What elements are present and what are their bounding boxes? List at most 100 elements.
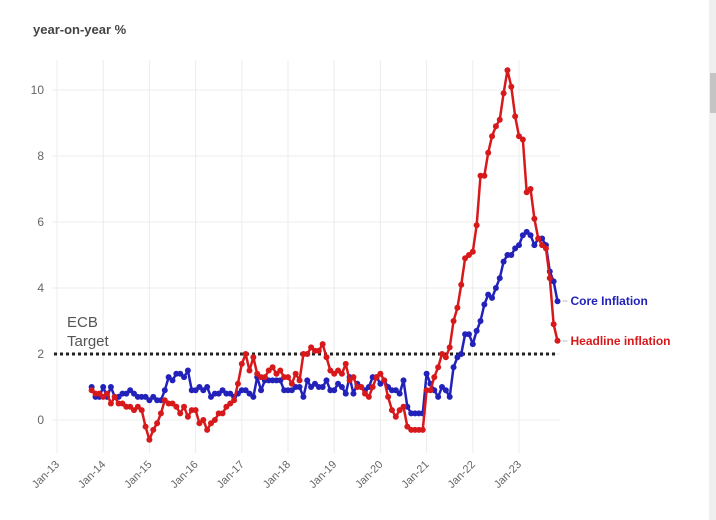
data-point[interactable] <box>242 351 249 357</box>
data-point[interactable] <box>442 354 449 361</box>
data-point[interactable] <box>250 354 257 361</box>
data-point[interactable] <box>496 275 503 282</box>
data-point[interactable] <box>396 390 403 397</box>
data-point[interactable] <box>269 364 276 371</box>
data-point[interactable] <box>173 403 180 410</box>
data-point[interactable] <box>531 242 538 249</box>
data-point[interactable] <box>107 384 114 390</box>
data-point[interactable] <box>184 413 191 420</box>
data-point[interactable] <box>204 384 211 390</box>
data-point[interactable] <box>531 215 538 222</box>
data-point[interactable] <box>427 387 434 394</box>
data-point[interactable] <box>146 436 153 443</box>
data-point[interactable] <box>527 186 534 192</box>
data-point[interactable] <box>381 377 388 384</box>
data-point[interactable] <box>323 354 330 361</box>
data-point[interactable] <box>446 344 453 351</box>
data-point[interactable] <box>554 298 561 305</box>
data-point[interactable] <box>234 380 241 387</box>
data-point[interactable] <box>535 235 542 242</box>
data-point[interactable] <box>458 281 465 288</box>
data-point[interactable] <box>554 337 561 344</box>
data-point[interactable] <box>435 364 442 371</box>
data-point[interactable] <box>250 393 257 400</box>
data-point[interactable] <box>489 133 496 140</box>
data-point[interactable] <box>485 149 492 156</box>
data-point[interactable] <box>138 407 145 414</box>
data-point[interactable] <box>157 410 164 417</box>
data-point[interactable] <box>219 410 226 417</box>
data-point[interactable] <box>111 393 118 400</box>
data-point[interactable] <box>142 423 149 430</box>
data-point[interactable] <box>500 258 507 265</box>
data-point[interactable] <box>184 367 191 374</box>
data-point[interactable] <box>338 384 345 390</box>
data-point[interactable] <box>481 301 488 308</box>
data-point[interactable] <box>338 370 345 377</box>
data-point[interactable] <box>177 410 184 417</box>
data-point[interactable] <box>304 377 311 384</box>
data-point[interactable] <box>527 232 534 239</box>
data-point[interactable] <box>292 370 299 377</box>
data-point[interactable] <box>504 67 511 74</box>
data-point[interactable] <box>442 387 449 394</box>
data-point[interactable] <box>446 393 453 400</box>
data-point[interactable] <box>107 400 114 407</box>
data-point[interactable] <box>246 367 253 374</box>
data-point[interactable] <box>319 341 326 348</box>
data-point[interactable] <box>161 387 168 394</box>
data-point[interactable] <box>492 123 499 130</box>
data-point[interactable] <box>358 384 365 390</box>
data-point[interactable] <box>261 374 268 381</box>
data-point[interactable] <box>450 318 457 324</box>
scrollbar-thumb[interactable] <box>710 73 716 113</box>
data-point[interactable] <box>285 374 291 381</box>
data-point[interactable] <box>277 367 284 374</box>
data-point[interactable] <box>469 248 476 255</box>
data-point[interactable] <box>465 331 472 338</box>
data-point[interactable] <box>454 304 461 311</box>
data-point[interactable] <box>388 407 395 414</box>
data-point[interactable] <box>469 341 476 348</box>
data-point[interactable] <box>342 360 349 367</box>
data-point[interactable] <box>516 242 522 249</box>
data-point[interactable] <box>231 397 238 404</box>
data-point[interactable] <box>519 136 526 143</box>
data-point[interactable] <box>258 387 265 394</box>
data-point[interactable] <box>100 384 107 390</box>
data-point[interactable] <box>350 390 357 397</box>
data-point[interactable] <box>104 390 111 397</box>
data-point[interactable] <box>304 351 311 357</box>
data-point[interactable] <box>489 294 496 301</box>
data-point[interactable] <box>350 374 357 381</box>
data-point[interactable] <box>181 374 188 381</box>
data-point[interactable] <box>300 393 307 400</box>
data-point[interactable] <box>481 172 488 179</box>
data-point[interactable] <box>508 83 515 90</box>
scrollbar-track[interactable] <box>709 0 716 520</box>
data-point[interactable] <box>419 426 426 433</box>
data-point[interactable] <box>288 380 295 387</box>
data-point[interactable] <box>319 384 326 390</box>
data-point[interactable] <box>192 407 199 414</box>
data-point[interactable] <box>542 245 549 252</box>
data-point[interactable] <box>315 347 322 354</box>
data-point[interactable] <box>204 426 211 433</box>
data-point[interactable] <box>458 351 465 357</box>
data-point[interactable] <box>238 360 245 367</box>
data-point[interactable] <box>296 384 303 390</box>
data-point[interactable] <box>546 275 553 282</box>
data-point[interactable] <box>435 393 442 400</box>
data-point[interactable] <box>400 403 407 410</box>
data-point[interactable] <box>296 377 303 384</box>
data-point[interactable] <box>385 393 392 400</box>
data-point[interactable] <box>181 403 188 410</box>
data-point[interactable] <box>500 90 507 97</box>
data-point[interactable] <box>473 327 480 334</box>
data-point[interactable] <box>392 413 399 420</box>
data-point[interactable] <box>423 370 430 377</box>
data-point[interactable] <box>508 252 515 258</box>
data-point[interactable] <box>169 377 176 384</box>
data-point[interactable] <box>369 384 376 390</box>
data-point[interactable] <box>365 393 372 400</box>
